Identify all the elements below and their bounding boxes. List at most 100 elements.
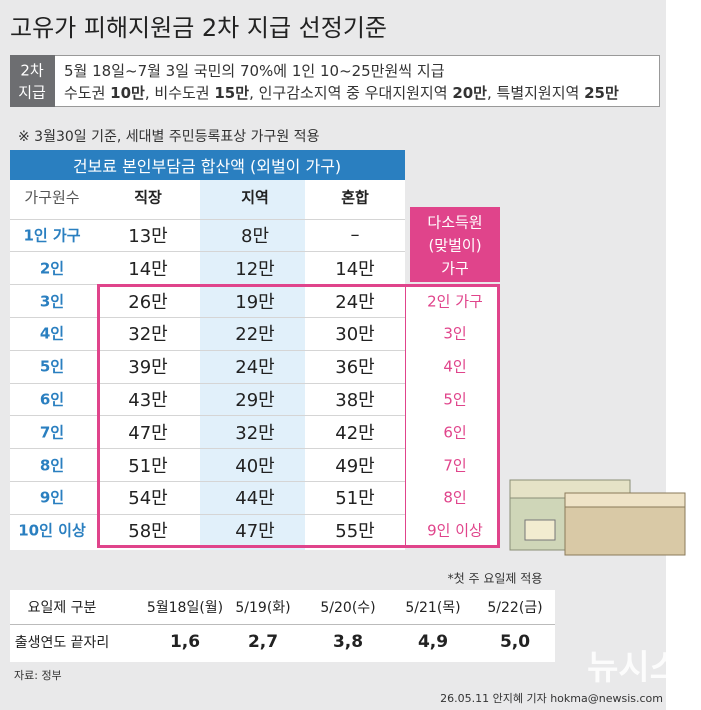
side-value: 4인 — [443, 357, 467, 376]
table-cell: 38만 — [335, 390, 375, 411]
row-header: 1인 가구 — [23, 226, 81, 245]
watermark: 뉴시스 — [587, 648, 681, 688]
table-cell: 24만 — [335, 291, 375, 313]
credit: 26.05.11 안지혜 기자 hokma@newsis.com — [440, 692, 663, 705]
side-value: 6인 — [443, 423, 467, 442]
side-body — [405, 284, 500, 548]
money-illustration — [509, 479, 686, 556]
notice-label-box — [10, 55, 55, 107]
row-divider — [10, 317, 405, 318]
notice-line: 수도권 10만, 비수도권 15만, 인구감소지역 중 우대지원지역 20만, … — [64, 82, 619, 103]
pink-divider — [405, 284, 406, 548]
row-header: 9인 — [39, 488, 65, 507]
row-header: 5인 — [39, 357, 65, 376]
row-divider — [10, 415, 405, 417]
row-divider — [10, 513, 405, 515]
table-cell: 47만 — [128, 422, 168, 444]
table-cell: 14만 — [335, 258, 375, 280]
schedule-cell: 4,9 — [417, 632, 449, 652]
table-cell: 42만 — [335, 422, 375, 444]
schedule-divider — [10, 624, 555, 625]
notice-segment: 15만 — [214, 84, 250, 102]
notice-label: 지급 — [18, 83, 46, 102]
table-cell: 29만 — [235, 390, 275, 411]
row-header: 6인 — [39, 390, 65, 409]
side-header: 가구 — [441, 259, 469, 278]
table-cell: 12만 — [235, 258, 275, 280]
column-header: 지역 — [241, 188, 269, 207]
row-divider — [10, 251, 405, 253]
table-cell: 47만 — [235, 521, 275, 543]
notice-segment: , 비수도권 — [144, 84, 215, 102]
table-cell: 49만 — [335, 455, 375, 477]
table-cell: 36만 — [335, 357, 375, 379]
schedule-cell: 3,8 — [332, 632, 364, 652]
side-header: (맞벌이) — [428, 236, 482, 255]
table-cell: 51만 — [128, 455, 168, 477]
table-cell: 58만 — [128, 521, 168, 543]
row-header: 2인 — [39, 259, 65, 278]
schedule-header: 5/20(수) — [320, 600, 376, 616]
table-cell: 13만 — [128, 226, 168, 247]
row-header: 8인 — [39, 456, 65, 475]
side-value: 5인 — [443, 390, 467, 409]
schedule-cell: 5,0 — [499, 632, 531, 652]
group-header — [10, 150, 405, 180]
schedule-table — [10, 590, 555, 662]
table-cell: 8만 — [240, 226, 270, 247]
row-divider — [10, 448, 405, 450]
title: 고유가 피해지원금 2차 지급 선정기준 — [10, 14, 387, 42]
notice-segment: , 인구감소지역 중 우대지원지역 — [249, 84, 453, 102]
row-divider — [10, 481, 405, 482]
right-margin — [666, 0, 701, 710]
table-cell: 32만 — [128, 324, 168, 346]
side-value: 2인 가구 — [427, 292, 483, 311]
schedule-header: 5/19(화) — [235, 600, 291, 616]
table-cell: 22만 — [235, 324, 275, 346]
side-value: 8인 — [443, 488, 467, 507]
side-value: 9인 이상 — [427, 521, 483, 540]
table-cell: 54만 — [128, 488, 168, 510]
table-cell: – — [350, 224, 360, 246]
notice-segment: , 특별지원지역 — [487, 84, 585, 102]
column-header: 혼합 — [341, 188, 369, 207]
table-cell: 30만 — [335, 324, 375, 346]
schedule-cell: 1,6 — [169, 632, 201, 652]
note: ※ 3월30일 기준, 세대별 주민등록표상 가구원 적용 — [18, 129, 320, 145]
notice-segment: 25만 — [584, 84, 619, 102]
notice-box — [10, 55, 660, 107]
table-cell: 40만 — [235, 455, 275, 477]
column-highlight — [200, 180, 305, 550]
notice-segment: 20만 — [452, 84, 487, 102]
table-cell: 32만 — [235, 422, 275, 444]
schedule-header: 요일제 구분 — [27, 600, 97, 616]
schedule-cell: 출생연도 끝자리 — [14, 635, 110, 651]
money-stack — [564, 492, 686, 508]
schedule-header: 5/22(금) — [487, 600, 543, 616]
row-divider — [10, 382, 405, 384]
row-header: 4인 — [39, 324, 65, 343]
notice-segment: 10만 — [110, 84, 145, 102]
group-header-text: 건보료 본인부담금 합산액 (외벌이 가구) — [72, 157, 342, 176]
side-header-box — [410, 207, 500, 282]
table-cell: 51만 — [335, 488, 375, 510]
schedule-header: 5월18일(월) — [146, 600, 224, 616]
row-divider — [10, 349, 405, 351]
schedule-header: 5/21(목) — [405, 600, 461, 616]
money-stack — [564, 504, 686, 556]
column-header: 가구원수 — [24, 188, 80, 207]
table-cell: 55만 — [335, 521, 375, 543]
side-header: 다소득원 — [427, 213, 483, 232]
row-header: 7인 — [39, 423, 65, 442]
schedule-note: *첫 주 요일제 적용 — [447, 571, 543, 586]
table-cell: 44만 — [235, 488, 275, 510]
source: 자료: 정부 — [14, 669, 62, 682]
notice-segment: 수도권 — [64, 84, 111, 102]
row-header: 10인 이상 — [18, 521, 86, 540]
table-cell: 26만 — [128, 291, 168, 313]
table-cell: 14만 — [128, 258, 168, 280]
column-header: 직장 — [134, 188, 162, 207]
money-bill — [524, 519, 556, 541]
pink-frame — [97, 284, 500, 548]
